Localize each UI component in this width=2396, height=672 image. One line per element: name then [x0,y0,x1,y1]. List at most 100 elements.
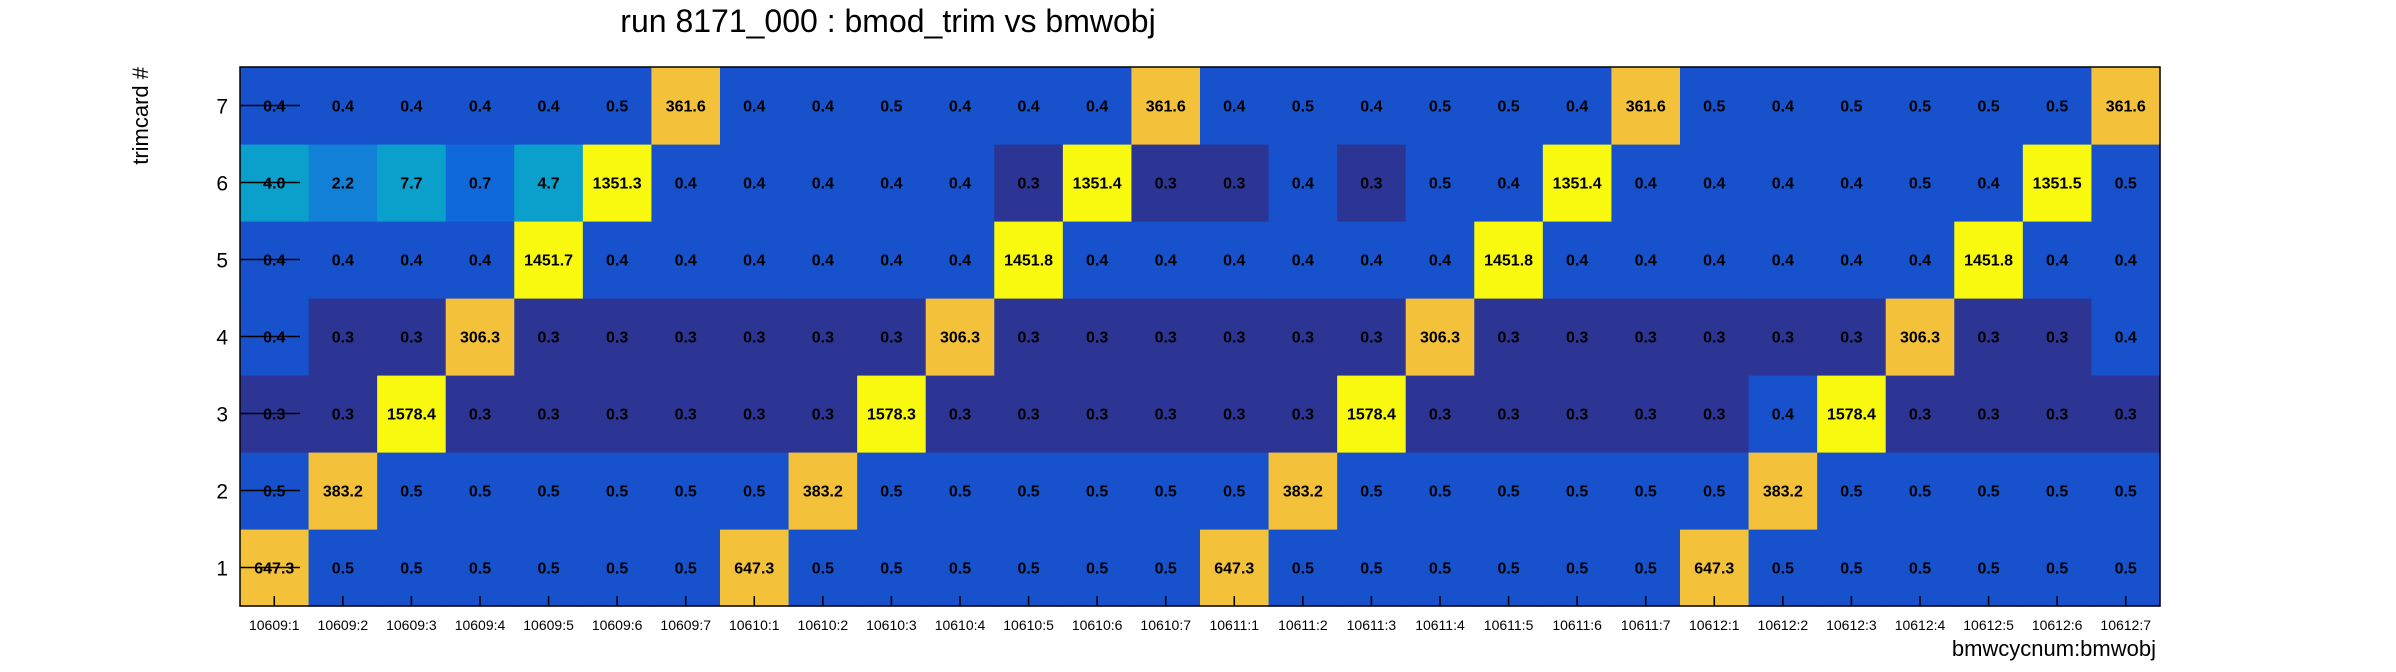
heatmap-cell [308,375,378,453]
heatmap-cell [2022,298,2093,376]
cell-value-label: 0.5 [675,561,697,578]
cell-value-label: 0.3 [675,407,697,424]
cell-value-label: 0.5 [1360,561,1382,578]
cell-value-label: 0.5 [880,484,902,501]
cell-value-label: 0.5 [1497,561,1519,578]
cell-value-label: 0.4 [2115,330,2137,347]
heatmap-cell [582,144,653,222]
cell-value-label: 0.4 [1155,253,1177,270]
heatmap-cell [1680,298,1750,376]
heatmap-cell [1062,221,1133,299]
heatmap-cell [377,144,447,222]
x-tick-label: 10609:7 [660,617,711,633]
cell-value-label: 0.5 [1703,99,1725,116]
heatmap-cell [1748,221,1818,299]
cell-value-label: 0.5 [1360,484,1382,501]
cell-value-label: 0.3 [1017,330,1039,347]
cell-value-label: 0.5 [1909,484,1931,501]
cell-value-label: 361.6 [1626,99,1666,116]
cell-value-label: 0.3 [263,407,285,424]
x-axis-title: bmwcycnum:bmwobj [1952,636,2156,661]
heatmap-cell [1200,221,1270,299]
heatmap-cell [857,67,927,145]
heatmap-cell [1200,144,1270,222]
heatmap-cell [994,221,1064,299]
heatmap-cell [1954,298,2024,376]
heatmap-cell [1474,67,1544,145]
cell-value-label: 0.4 [1840,253,1862,270]
heatmap-cell [2091,375,2161,453]
x-tick-label: 10610:7 [1140,617,1191,633]
cell-value-label: 0.4 [263,253,285,270]
y-tick-label: 1 [216,558,228,581]
heatmap-cell [1611,144,1681,222]
cell-value-label: 0.4 [469,99,491,116]
heatmap-cell [857,452,927,530]
heatmap-cell [1611,529,1681,607]
heatmap-cell [445,452,515,530]
x-tick-label: 10612:4 [1895,617,1946,633]
heatmap-cell [857,375,927,453]
heatmap-cell [2091,452,2161,530]
heatmap-cell [514,221,584,299]
cell-value-label: 306.3 [1420,330,1460,347]
heatmap-cell [857,529,927,607]
heatmap-cell [1817,144,1887,222]
cell-value-label: 0.5 [1223,484,1245,501]
heatmap-cell [994,67,1064,145]
cell-value-label: 1351.4 [1073,176,1122,193]
heatmap-cell [1405,452,1475,530]
cell-value-label: 1351.4 [1553,176,1602,193]
heatmap-cell [925,298,995,376]
heatmap-cell [1268,298,1338,376]
heatmap-cell [1611,221,1681,299]
heatmap-cell [1817,221,1887,299]
heatmap-cell [2022,529,2093,607]
cell-value-label: 0.5 [1840,99,1862,116]
cell-value-label: 0.3 [606,330,628,347]
heatmap-cell [1337,375,1407,453]
heatmap-cell [1885,298,1955,376]
heatmap-cell [651,298,721,376]
cell-value-label: 0.3 [812,330,834,347]
y-tick-label: 6 [216,173,228,196]
cell-value-label: 0.4 [263,99,285,116]
x-tick-label: 10609:3 [386,617,437,633]
cell-value-label: 0.4 [1909,253,1931,270]
cell-value-label: 0.3 [743,330,765,347]
cell-value-label: 647.3 [254,561,294,578]
heatmap-cell [1131,452,1201,530]
heatmap-cell [445,221,515,299]
heatmap-cell [1474,375,1544,453]
heatmap-cell [1131,298,1201,376]
heatmap-cell [1062,67,1133,145]
heatmap-cell [1474,221,1544,299]
cell-value-label: 0.4 [2046,253,2068,270]
heatmap-cell [1405,529,1475,607]
x-tick-label: 10609:1 [249,617,300,633]
heatmap-cell [377,452,447,530]
cell-value-label: 4.0 [263,176,285,193]
cell-value-label: 0.5 [1635,484,1657,501]
cell-value-label: 0.3 [537,330,559,347]
heatmap-cell [2091,529,2161,607]
heatmap-cell [1062,298,1133,376]
heatmap-cell [1954,221,2024,299]
cell-value-label: 0.5 [1772,561,1794,578]
cell-value-label: 0.3 [1635,330,1657,347]
heatmap-cell [377,298,447,376]
heatmap-cell [1542,298,1613,376]
cell-value-label: 0.3 [1223,407,1245,424]
heatmap-cell [1474,529,1544,607]
heatmap-cell [1337,298,1407,376]
heatmap-cell [857,221,927,299]
heatmap-cell [1062,375,1133,453]
heatmap-cell [1405,298,1475,376]
heatmap-cell [2022,67,2093,145]
y-tick-label: 7 [216,96,228,119]
cell-value-label: 2.2 [332,176,354,193]
heatmap-cell [308,221,378,299]
x-tick-label: 10609:6 [592,617,643,633]
cell-value-label: 0.4 [1703,176,1725,193]
heatmap-cell [1885,67,1955,145]
